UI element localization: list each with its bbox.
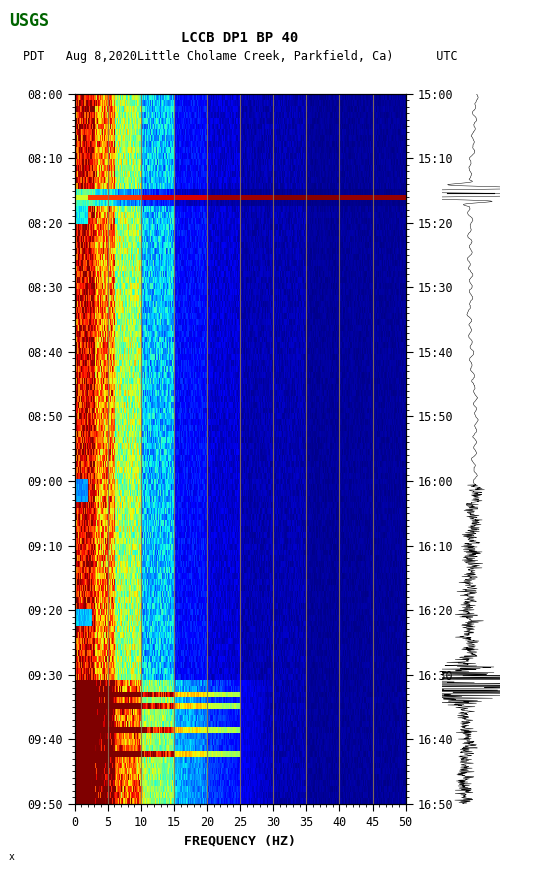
Text: LCCB DP1 BP 40: LCCB DP1 BP 40 — [182, 31, 299, 46]
Text: x: x — [8, 852, 14, 863]
Text: PDT   Aug 8,2020Little Cholame Creek, Parkfield, Ca)      UTC: PDT Aug 8,2020Little Cholame Creek, Park… — [23, 50, 458, 63]
X-axis label: FREQUENCY (HZ): FREQUENCY (HZ) — [184, 834, 296, 847]
Text: USGS: USGS — [9, 13, 49, 30]
